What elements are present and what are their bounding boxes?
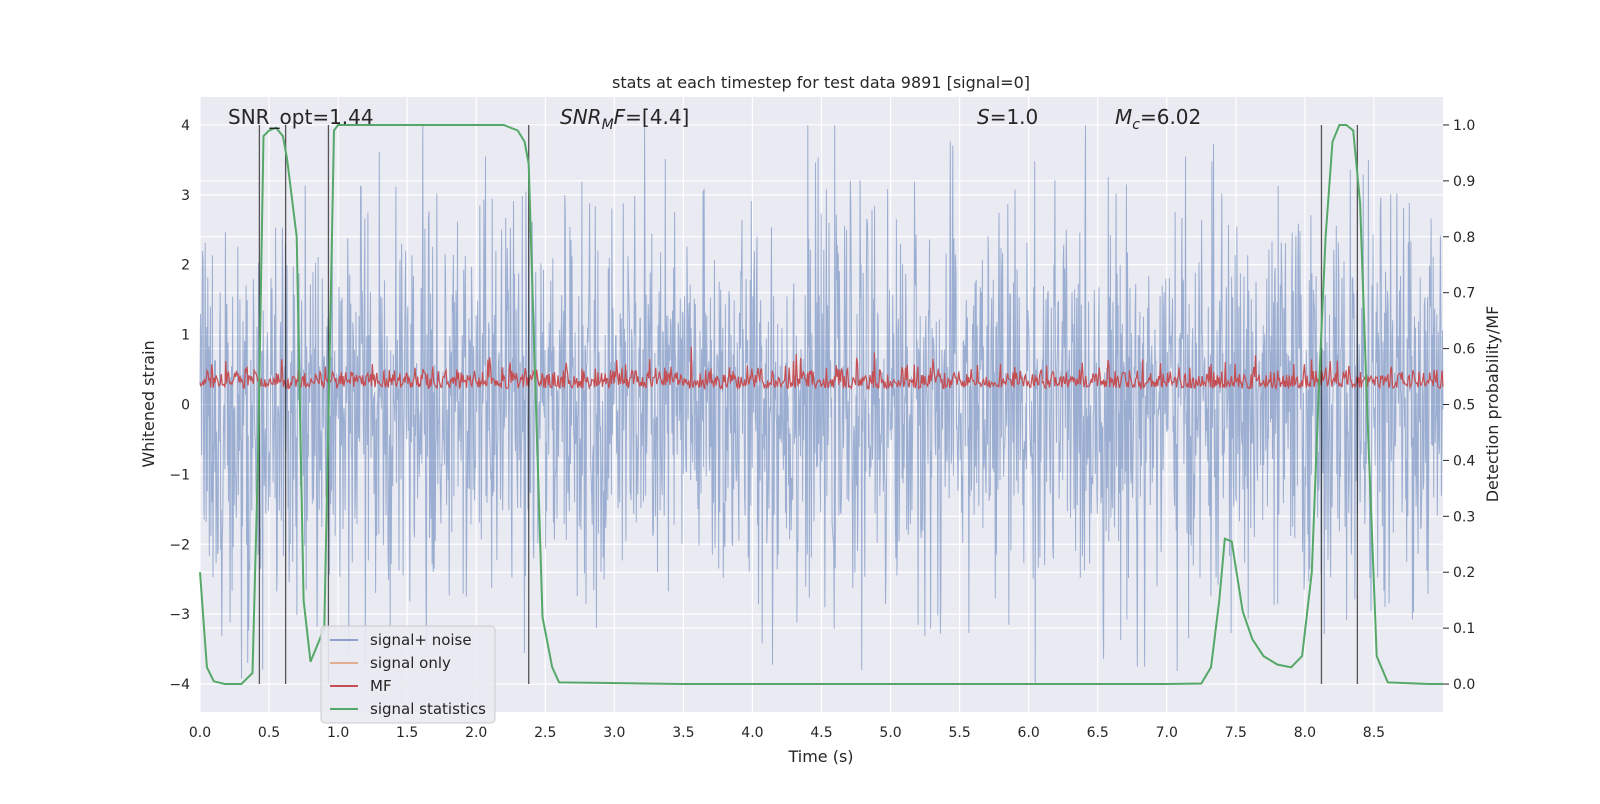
annotation-snr-opt: SNR_opt=1.44 [228,105,374,129]
annotation-snr-opt-value: =1.44 [312,105,373,129]
annotation-mc-sub: c [1132,117,1140,133]
x-tick-label: 3.5 [672,725,694,741]
x-tick-label: 1.5 [396,725,418,741]
annotation-s-label: S [977,105,990,129]
legend-label: signal statistics [370,700,486,718]
x-axis-ticks: 0.0 0.5 1.0 1.5 2.0 2.5 3.0 3.5 4.0 4.5 5.0 5.5 6.0 6… [189,725,1385,741]
y-tick-label: 0 [181,398,190,414]
annotation-mc-label: M [1115,105,1132,129]
annotation-snr-mf-sub: M [602,117,614,133]
x-tick-label: 0.5 [258,725,280,741]
annotation-snr-mf-label: SNR [560,105,602,129]
y2-axis-label: Detection probability/MF [1483,306,1502,503]
y-tick-label: −2 [169,537,190,553]
x-tick-label: 2.5 [534,725,556,741]
y2-tick-label: 0.2 [1453,565,1475,581]
series-signal-statistics [199,124,1443,685]
y2-tick-label: 0.9 [1453,174,1475,190]
y2-tick-label: 0.5 [1453,398,1475,414]
y2-tick-label: 0.8 [1453,230,1475,246]
y-tick-label: 3 [181,188,190,204]
y2-tick-label: 0.7 [1453,286,1475,302]
x-tick-label: 6.0 [1018,725,1040,741]
legend-label: signal only [370,654,451,672]
y-axis-ticks: 4 3 2 1 0 −1 −2 −3 −4 [169,118,190,693]
x-tick-label: 7.5 [1225,725,1247,741]
x-axis-label: Time (s) [787,747,853,766]
annotation-s: S=1.0 [977,105,1038,129]
x-tick-label: 7.0 [1156,725,1178,741]
y2-tick-label: 0.4 [1453,453,1475,469]
y2-axis-ticks: 1.0 0.9 0.8 0.7 0.6 0.5 0.4 0.3 0.2 0.1 0.0 [1443,118,1475,693]
mf-line [199,346,1444,391]
y-tick-label: 1 [181,328,190,344]
x-tick-label: 8.5 [1363,725,1385,741]
x-tick-label: 5.5 [948,725,970,741]
annotation-snr-mf-suffix: F [614,105,626,129]
legend-label: MF [370,677,392,695]
y2-tick-label: 0.1 [1453,621,1475,637]
y-tick-label: −4 [169,677,190,693]
x-tick-label: 4.0 [741,725,763,741]
x-tick-label: 6.5 [1087,725,1109,741]
annotation-s-value: =1.0 [990,105,1039,129]
x-tick-label: 1.0 [327,725,349,741]
y-tick-label: −1 [169,467,190,483]
y-tick-label: 2 [181,258,190,274]
y2-tick-label: 0.6 [1453,342,1475,358]
y-tick-label: 4 [181,118,190,134]
x-tick-label: 3.0 [603,725,625,741]
legend: signal+ noise signal only MF signal statist… [320,625,496,724]
legend-label: signal+ noise [370,631,472,649]
y2-tick-label: 0.3 [1453,509,1475,525]
annotation-mc: Mc=6.02 [1115,105,1201,133]
y2-tick-label: 0.0 [1453,677,1475,693]
vertical-markers [258,124,1359,685]
y2-tick-label: 1.0 [1453,118,1475,134]
series-mf [199,346,1444,391]
chart-title: stats at each timestep for test data 989… [612,73,1030,92]
annotation-snr-mf: SNRMF=[4.4] [560,105,689,133]
y-axis-label: Whitened strain [139,340,158,467]
annotation-mc-value: =6.02 [1140,105,1201,129]
x-tick-label: 2.0 [465,725,487,741]
annotation-snr-mf-value: =[4.4] [625,105,689,129]
x-tick-label: 5.0 [879,725,901,741]
annotation-snr-opt-label: SNR_opt [228,105,312,129]
noise-line [199,124,1444,685]
signal-statistics-line [199,124,1443,685]
y-tick-label: −3 [169,607,190,623]
legend-box [320,625,496,724]
x-tick-label: 4.5 [810,725,832,741]
x-tick-label: 0.0 [189,725,211,741]
series-signal-noise [199,124,1444,685]
x-tick-label: 8.0 [1294,725,1316,741]
